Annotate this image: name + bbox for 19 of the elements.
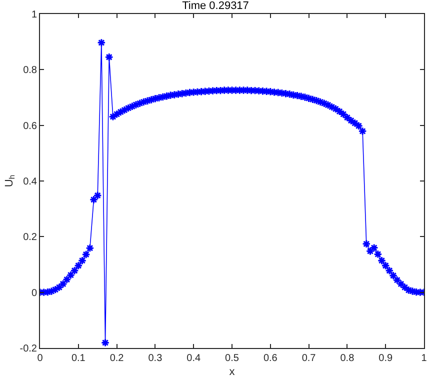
x-tick-label: 0.5 [225, 353, 240, 364]
y-tick-label: 0.8 [23, 65, 38, 76]
x-tick-label: 0.1 [71, 353, 86, 364]
x-tick-label: 0.8 [340, 353, 355, 364]
x-tick-label: 0.2 [110, 353, 124, 364]
x-tick-label: 0.9 [378, 353, 393, 364]
x-tick-label: 0.3 [148, 353, 163, 364]
y-tick-label: 1 [31, 10, 38, 20]
y-tick-label: 0.6 [23, 120, 38, 132]
y-tick-label: -0.2 [20, 344, 38, 354]
chart-title: Time 0.29317 [182, 0, 249, 12]
x-tick-label: 0.4 [186, 353, 201, 364]
y-tick-label: 0 [31, 288, 38, 299]
x-tick-label: 0.6 [263, 353, 278, 364]
y-tick-label: 0.2 [23, 232, 38, 244]
x-axis-title: x [229, 366, 236, 378]
x-tick-label: 1 [421, 353, 428, 364]
x-tick-label: 0.7 [302, 353, 316, 364]
y-tick-label: 0.4 [23, 176, 38, 188]
